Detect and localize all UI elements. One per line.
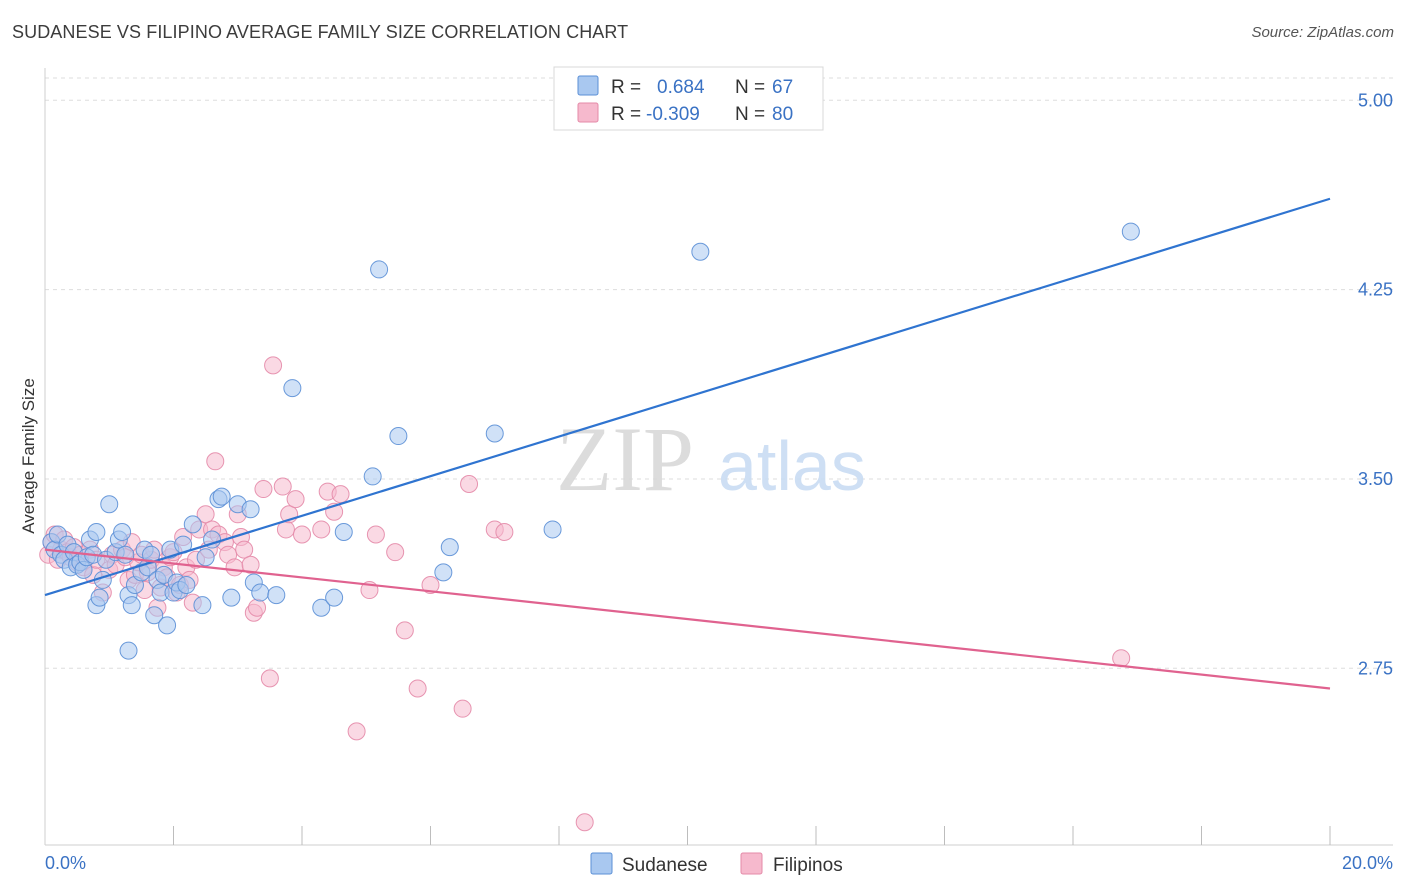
legend-r-label-sudanese: R =	[611, 77, 641, 98]
axes-layer: 5.00 4.25 3.50 2.75 0.0% 20.0%	[44, 68, 1393, 873]
legend-r-value-filipinos: -0.309	[646, 104, 700, 125]
legend-top: R = 0.684 N = 67 R = -0.309 N = 80	[553, 66, 824, 131]
filipinos-point	[235, 540, 254, 559]
filipinos-point	[386, 543, 405, 562]
sudanese-point	[440, 538, 459, 557]
sudanese-point	[543, 520, 562, 539]
legend-n-label-filipinos: N =	[735, 104, 765, 125]
filipinos-point	[254, 480, 273, 499]
watermark: ZIP atlas	[556, 408, 866, 510]
filipinos-point	[264, 356, 283, 375]
filipinos-point	[495, 522, 514, 541]
sudanese-point	[158, 616, 177, 635]
filipinos-point	[196, 505, 215, 524]
watermark-zip: ZIP	[556, 408, 694, 510]
filipinos-point	[260, 669, 279, 688]
x-tick-label: 20.0%	[1342, 853, 1393, 873]
watermark-atlas: atlas	[718, 427, 866, 505]
x-tick-label: 0.0%	[45, 853, 86, 873]
sudanese-point	[241, 500, 260, 519]
legend-r-label-filipinos: R =	[611, 104, 641, 125]
sudanese-point	[691, 242, 710, 261]
y-tick-label: 4.25	[1358, 280, 1393, 300]
legend-n-value-filipinos: 80	[772, 104, 793, 125]
y-axis-title: Average Family Size	[19, 378, 38, 534]
filipinos-trend-line	[44, 548, 1331, 690]
bottom-legend-label-filipinos: Filipinos	[773, 855, 843, 876]
filipinos-point	[273, 477, 292, 496]
sudanese-point	[363, 467, 382, 486]
filipinos-point	[206, 452, 225, 471]
sudanese-point	[1121, 222, 1140, 241]
sudanese-point	[325, 588, 344, 607]
filipinos-point	[408, 679, 427, 698]
sudanese-point	[113, 522, 132, 541]
legend-swatch-sudanese	[577, 75, 599, 96]
sudanese-trend-line	[44, 197, 1331, 597]
chart-source: Source: ZipAtlas.com	[1251, 24, 1394, 41]
bottom-legend-label-sudanese: Sudanese	[622, 855, 708, 876]
y-tick-label: 3.50	[1358, 469, 1393, 489]
filipinos-point	[241, 555, 260, 574]
sudanese-point	[267, 586, 286, 605]
sudanese-point	[212, 487, 231, 506]
filipinos-point	[331, 485, 350, 504]
sudanese-point	[283, 379, 302, 398]
filipinos-point	[366, 525, 385, 544]
filipinos-point	[293, 525, 311, 544]
bottom-legend-swatch-sudanese	[590, 852, 613, 875]
sudanese-point	[193, 596, 212, 615]
sudanese-point	[251, 583, 270, 602]
filipinos-point	[312, 520, 331, 539]
legend-r-value-sudanese: 0.684	[657, 77, 705, 98]
legend-swatch-filipinos	[577, 102, 599, 123]
filipinos-point	[1112, 649, 1131, 668]
sudanese-point	[87, 522, 106, 541]
sudanese-point	[370, 260, 389, 279]
chart-title: SUDANESE VS FILIPINO AVERAGE FAMILY SIZE…	[12, 22, 629, 42]
filipinos-point	[575, 813, 594, 832]
sudanese-point	[100, 495, 119, 514]
legend-bottom: Sudanese Filipinos	[590, 852, 843, 876]
sudanese-point	[183, 515, 202, 534]
sudanese-point	[119, 641, 138, 660]
y-tick-label: 2.75	[1358, 658, 1393, 678]
sudanese-point	[312, 598, 331, 617]
sudanese-point	[222, 588, 241, 607]
sudanese-point	[196, 548, 215, 567]
sudanese-points	[42, 222, 1140, 660]
bottom-legend-swatch-filipinos	[740, 852, 763, 875]
sudanese-point	[434, 563, 453, 582]
filipinos-point	[395, 621, 414, 640]
sudanese-point	[122, 596, 141, 615]
filipinos-point	[347, 722, 366, 741]
filipinos-point	[421, 575, 440, 594]
filipinos-point	[460, 475, 479, 494]
sudanese-point	[90, 588, 109, 607]
filipinos-point	[286, 490, 305, 509]
trend-layer	[44, 197, 1331, 690]
y-tick-label: 5.00	[1358, 90, 1393, 110]
sudanese-point	[145, 606, 164, 625]
filipinos-point	[225, 558, 244, 577]
sudanese-point	[389, 427, 408, 446]
sudanese-point	[177, 575, 196, 594]
legend-n-value-sudanese: 67	[772, 77, 793, 98]
sudanese-point	[334, 522, 353, 541]
legend-n-label-sudanese: N =	[735, 77, 765, 98]
sudanese-point	[116, 545, 135, 564]
sudanese-point	[485, 424, 504, 443]
legend-box	[553, 66, 824, 131]
filipinos-point	[453, 699, 472, 718]
filipinos-point	[248, 598, 267, 617]
